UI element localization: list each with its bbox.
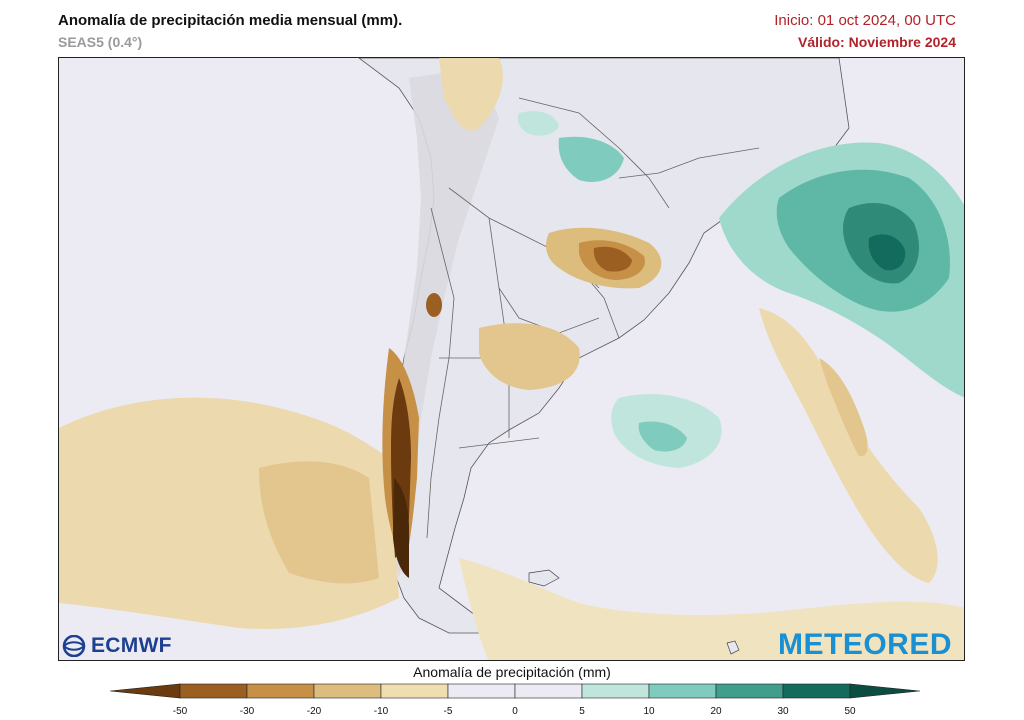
legend-tick-label: 30 [777, 706, 789, 717]
legend-tick-label: -30 [239, 706, 255, 717]
color-bar-segment [715, 683, 784, 699]
color-bar [110, 683, 920, 699]
map-canvas [59, 58, 964, 660]
wet-anomalies [517, 111, 964, 468]
color-bar-segment [313, 683, 382, 699]
color-bar-segment [246, 683, 315, 699]
legend-tick-label: -5 [443, 706, 453, 717]
legend-tick-label: -50 [172, 706, 188, 717]
legend-tick-label: 20 [710, 706, 722, 717]
color-bar-high-arrow [849, 683, 920, 699]
legend-tick-label: -10 [373, 706, 389, 717]
legend-tick-label: 0 [512, 706, 518, 717]
color-bar-segment [447, 683, 516, 699]
legend-title: Anomalía de precipitación (mm) [413, 664, 611, 680]
dry-anomalies [59, 58, 964, 660]
legend-tick-label: 5 [579, 706, 585, 717]
legend-tick-label: 10 [643, 706, 655, 717]
color-bar-segment [179, 683, 248, 699]
init-time: Inicio: 01 oct 2024, 00 UTC [774, 12, 956, 29]
islands [528, 569, 740, 655]
color-bar-segment [782, 683, 851, 699]
ecmwf-logo-text: ECMWF [91, 634, 172, 657]
color-bar-segment [581, 683, 650, 699]
color-bar-segment [514, 683, 583, 699]
legend-tick-label: 50 [844, 706, 856, 717]
meteored-logo: METEORED [778, 628, 953, 661]
map-title: Anomalía de precipitación media mensual … [58, 12, 403, 29]
ecmwf-logo: ECMWF [60, 634, 172, 658]
valid-period: Válido: Noviembre 2024 [798, 34, 956, 50]
color-bar-low-arrow [110, 683, 181, 699]
model-label: SEAS5 (0.4°) [58, 34, 143, 50]
legend-tick-label: -20 [306, 706, 322, 717]
precipitation-anomaly-map [58, 57, 965, 661]
color-bar-segment [380, 683, 449, 699]
ecmwf-globe-icon [62, 635, 86, 657]
color-bar-segment [648, 683, 717, 699]
